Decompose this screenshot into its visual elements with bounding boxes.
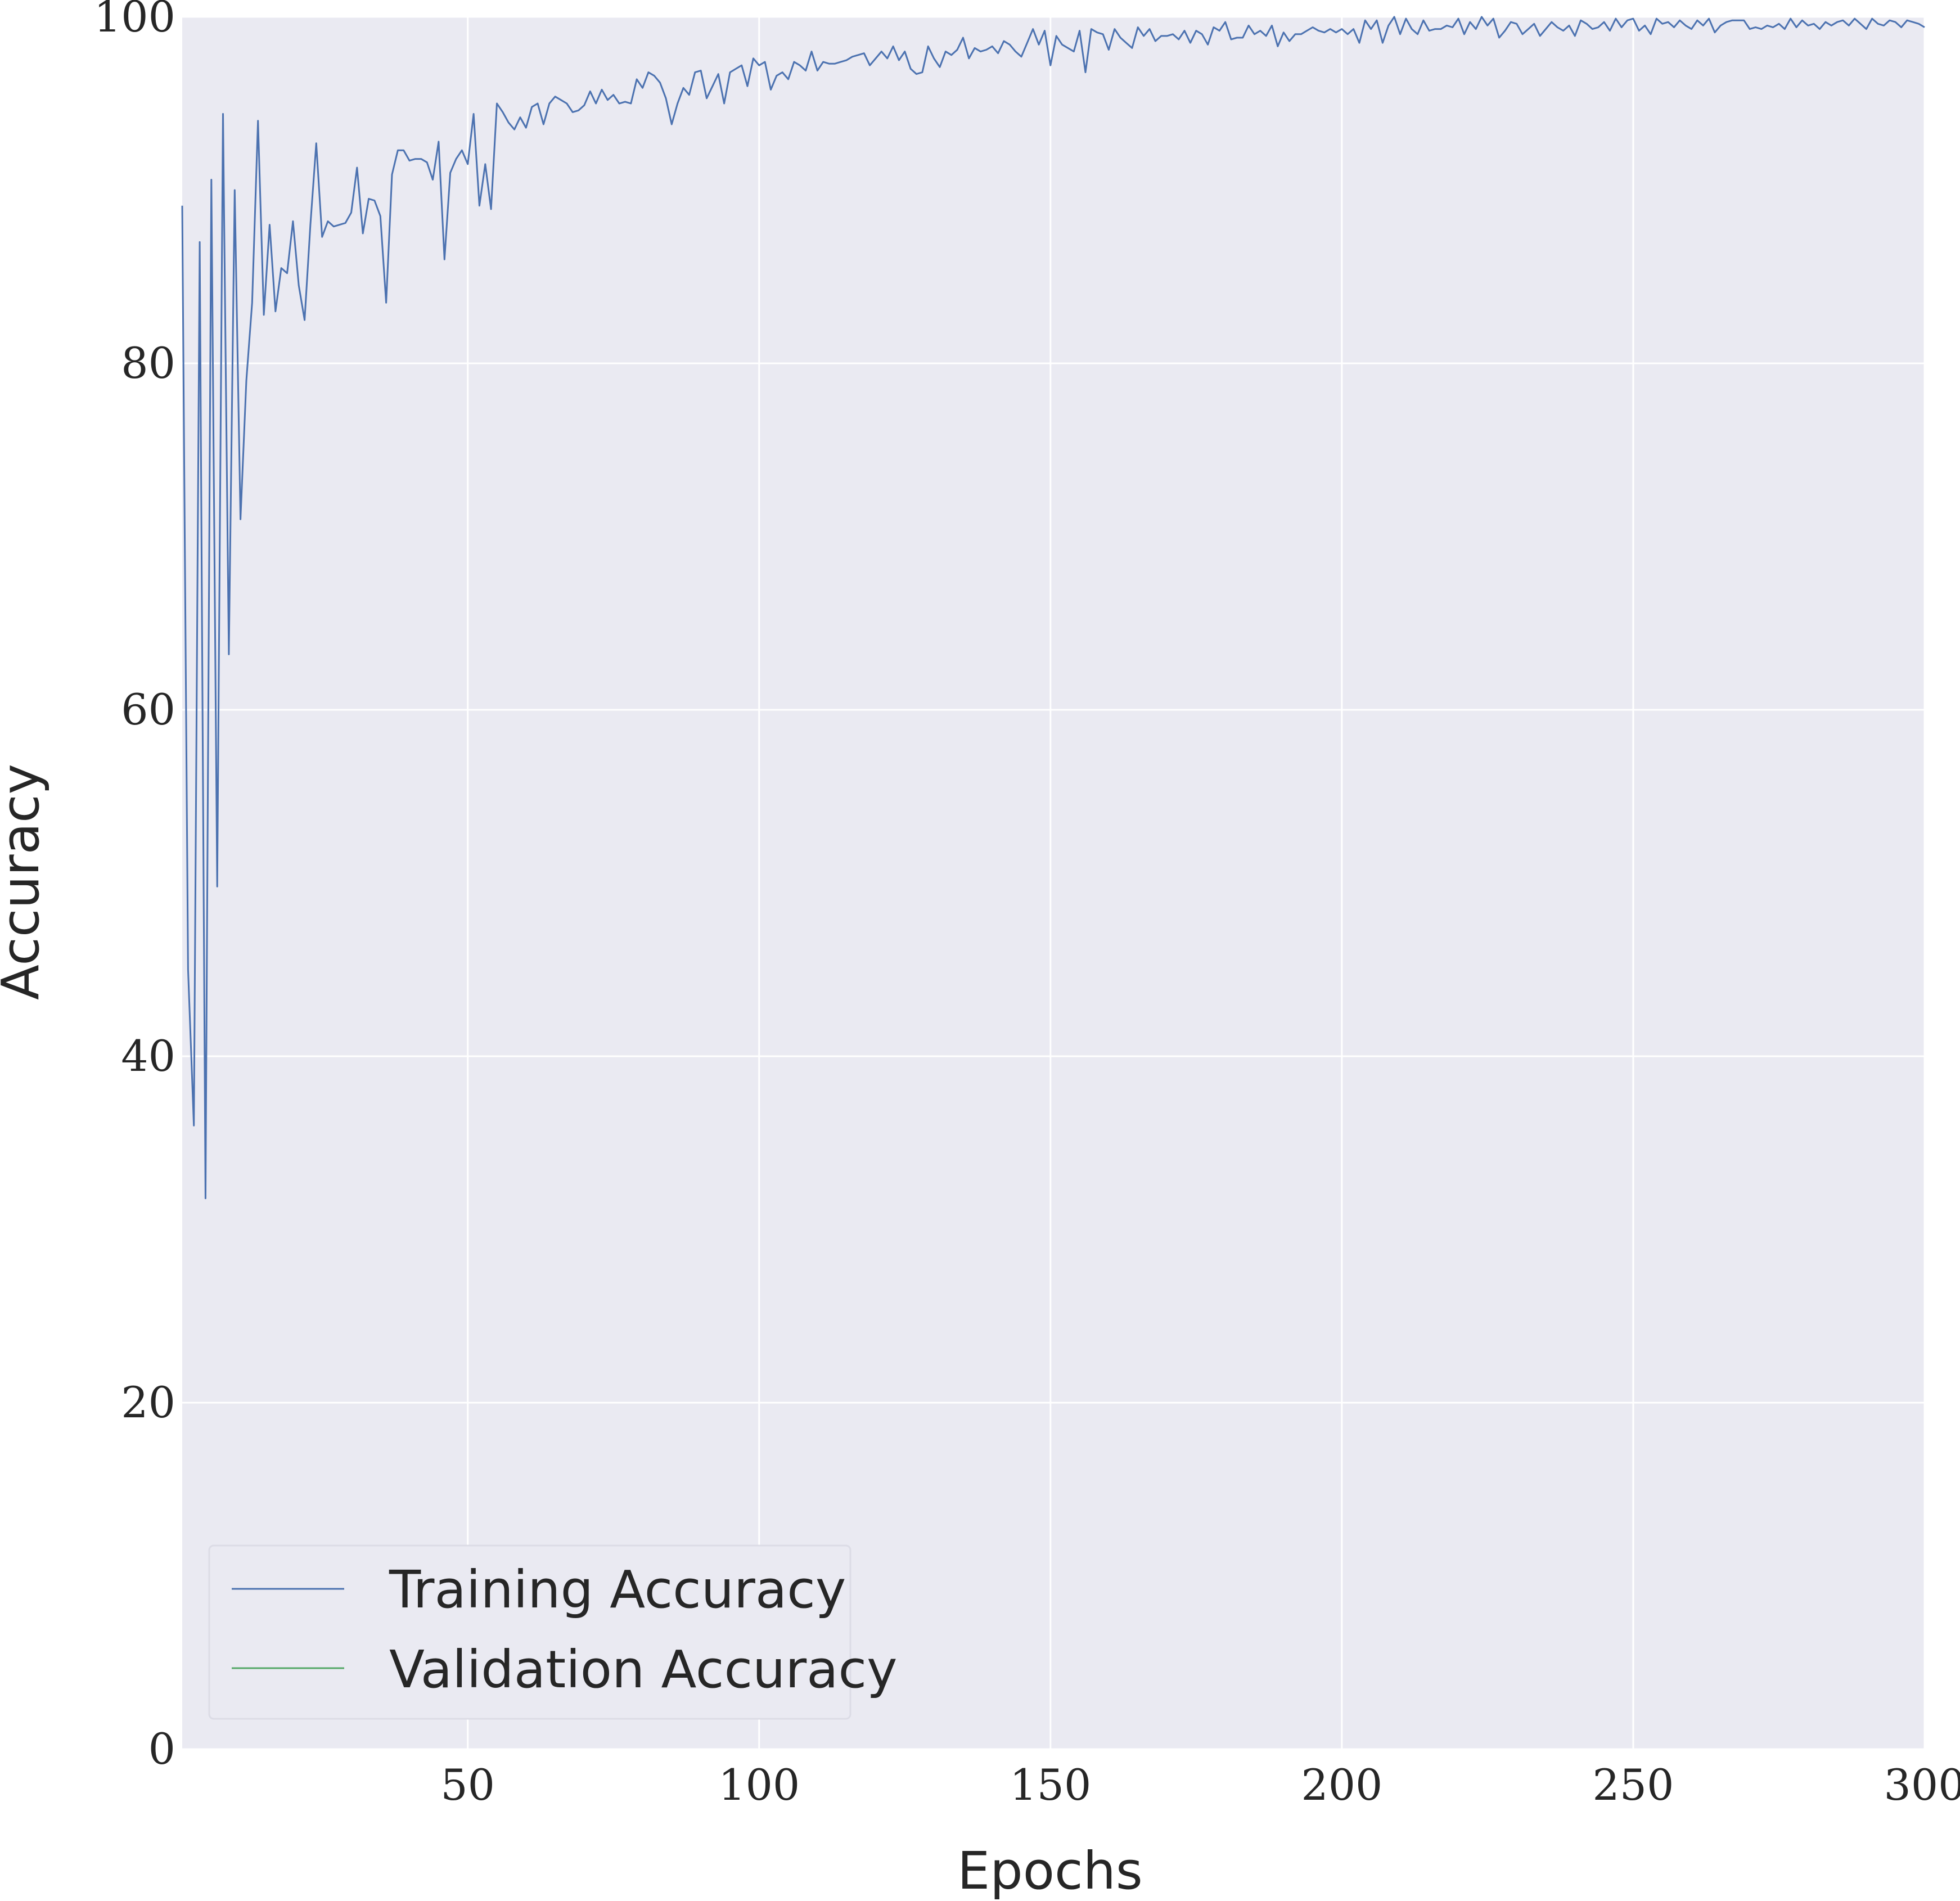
series-layer	[181, 16, 1925, 1200]
x-tick-label: 100	[718, 1760, 800, 1810]
x-tick-label: 250	[1592, 1760, 1674, 1810]
grid-lines	[182, 16, 1926, 1750]
x-tick-label: 150	[1010, 1760, 1091, 1810]
legend-label-validation: Validation Accuracy	[389, 1639, 898, 1700]
y-tick-label: 20	[121, 1377, 175, 1427]
legend-label-training: Training Accuracy	[389, 1560, 846, 1620]
y-axis-ticks: 0 20 40 60 80 100	[94, 0, 175, 1774]
x-tick-label: 300	[1884, 1760, 1960, 1810]
y-tick-label: 0	[148, 1724, 175, 1774]
series-line-training	[181, 16, 1925, 1200]
legend-box	[208, 1544, 851, 1720]
x-axis-ticks: 50 100 150 200 250 300	[440, 1760, 1960, 1810]
y-tick-label: 80	[121, 338, 175, 388]
plot-background	[182, 17, 1925, 1749]
x-tick-label: 50	[440, 1760, 495, 1810]
legend: Training Accuracy Validation Accuracy	[208, 1544, 898, 1720]
y-tick-label: 40	[121, 1031, 175, 1081]
x-axis-label: Epochs	[957, 1841, 1143, 1901]
y-axis-label: Accuracy	[0, 764, 51, 1000]
y-tick-label: 100	[94, 0, 175, 42]
x-tick-label: 200	[1301, 1760, 1382, 1810]
y-tick-label: 60	[121, 684, 175, 735]
